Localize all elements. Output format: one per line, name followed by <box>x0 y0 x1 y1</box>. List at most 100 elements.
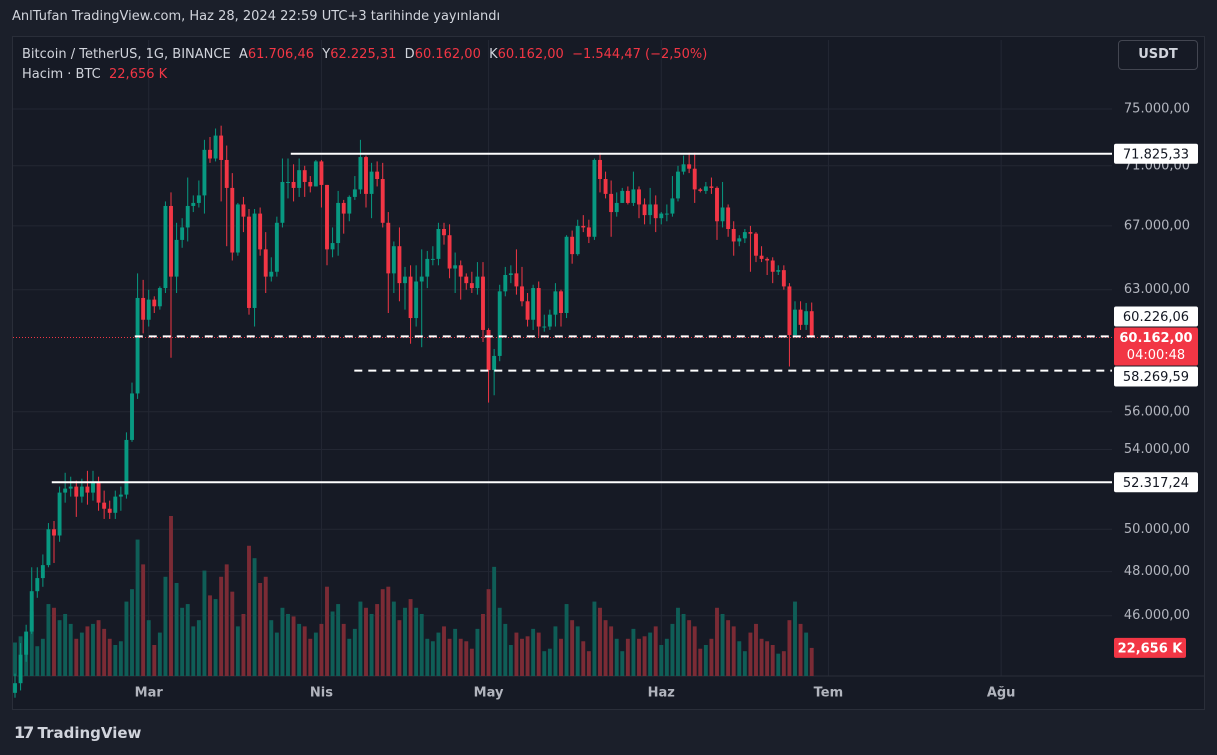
volume-bar <box>715 607 719 676</box>
volume-bar <box>185 604 190 676</box>
volume-bar <box>46 604 51 676</box>
volume-bar <box>809 647 814 676</box>
x-tick-label: May <box>474 686 504 701</box>
volume-bar <box>57 620 62 676</box>
candle-body <box>698 189 703 191</box>
candle-body <box>163 205 168 289</box>
candle-body <box>302 170 307 182</box>
candle-body <box>386 222 391 274</box>
candle-body <box>325 184 329 250</box>
candle-body <box>40 565 45 579</box>
volume-bar <box>486 589 491 676</box>
candle-body <box>74 486 79 497</box>
volume-bar <box>481 613 485 676</box>
candle-body <box>564 236 569 313</box>
candle-body <box>152 299 157 307</box>
volume-bar <box>453 628 458 676</box>
volume-bar <box>793 601 797 676</box>
volume-bar <box>107 638 112 676</box>
candle-body <box>475 276 480 289</box>
candle-body <box>24 631 29 655</box>
volume-bar <box>208 595 212 676</box>
published-note: AnlTufan TradingView.com, Haz 28, 2024 2… <box>12 9 501 24</box>
y-tick-label: 67.000,00 <box>1124 218 1190 233</box>
candle-body <box>547 314 552 327</box>
volume-bar <box>542 651 547 676</box>
volume-bar <box>319 623 324 676</box>
level-label: 58.269,59 <box>1123 370 1189 385</box>
candle-body <box>759 255 764 259</box>
volume-bar <box>464 641 469 676</box>
candle-body <box>776 270 781 272</box>
volume-bar <box>475 628 480 676</box>
candle-body <box>241 204 246 217</box>
volume-bar <box>68 623 73 676</box>
volume-bar <box>341 623 346 676</box>
candle-body <box>274 222 279 272</box>
volume-bar <box>804 632 809 676</box>
volume-bar <box>124 601 129 676</box>
volume-bar <box>274 632 279 676</box>
legend-value: 61.706,46 <box>247 47 315 62</box>
currency-button[interactable]: USDT <box>1118 40 1198 70</box>
volume-bar <box>286 613 290 676</box>
volume-bar <box>436 632 441 676</box>
candle-body <box>559 291 563 313</box>
candle-body <box>308 181 313 187</box>
legend-value: 60.162,00 <box>497 47 564 62</box>
volume-bar <box>781 651 786 676</box>
volume-bar <box>74 638 79 676</box>
candle-body <box>609 193 614 213</box>
candle-body <box>118 494 123 497</box>
volume-bar <box>91 623 95 676</box>
candle-body <box>130 393 134 440</box>
legend-value: 60.162,00 <box>414 47 481 62</box>
candle-body <box>692 168 697 190</box>
candle-body <box>18 654 23 684</box>
candle-body <box>676 171 680 199</box>
volume-bar <box>297 623 302 676</box>
volume-bar <box>403 607 407 676</box>
volume-bar <box>414 607 419 676</box>
volume-bar <box>642 636 647 676</box>
candle-body <box>219 135 224 160</box>
candle-body <box>414 281 419 319</box>
candle-body <box>107 508 112 513</box>
level-label: 52.317,24 <box>1123 476 1189 491</box>
candle-body <box>252 213 257 308</box>
candle-body <box>770 260 775 272</box>
candle-body <box>313 161 318 187</box>
candle-body <box>52 529 56 536</box>
candle-body <box>85 486 90 493</box>
candle-body <box>787 286 792 336</box>
volume-bar <box>330 611 335 676</box>
volume-bar <box>737 641 742 676</box>
candle-body <box>614 202 619 213</box>
candle-body <box>191 202 196 206</box>
volume-bar <box>29 611 34 676</box>
level-badge <box>1114 306 1198 327</box>
candle-body <box>391 246 396 274</box>
volume-bar <box>174 582 179 676</box>
level-label: 60.226,06 <box>1123 310 1189 325</box>
volume-bar <box>653 626 658 676</box>
candle-body <box>592 159 597 237</box>
volume-bar <box>169 516 173 676</box>
y-tick-label: 48.000,00 <box>1124 564 1190 579</box>
volume-bar <box>748 632 753 676</box>
level-badge <box>1114 366 1198 387</box>
candle-body <box>731 228 736 242</box>
volume-bar <box>469 648 474 676</box>
candle-body <box>447 235 452 269</box>
volume-bar <box>141 564 146 676</box>
candle-body <box>709 186 714 188</box>
x-tick-label: Haz <box>648 686 675 701</box>
candle-body <box>637 189 641 205</box>
candle-body <box>96 482 101 503</box>
volume-bar <box>592 601 597 676</box>
volume-bar <box>676 607 680 676</box>
volume-bar <box>79 632 84 676</box>
volume-title: Hacim · BTC <box>22 67 101 82</box>
volume-bar <box>637 638 641 676</box>
